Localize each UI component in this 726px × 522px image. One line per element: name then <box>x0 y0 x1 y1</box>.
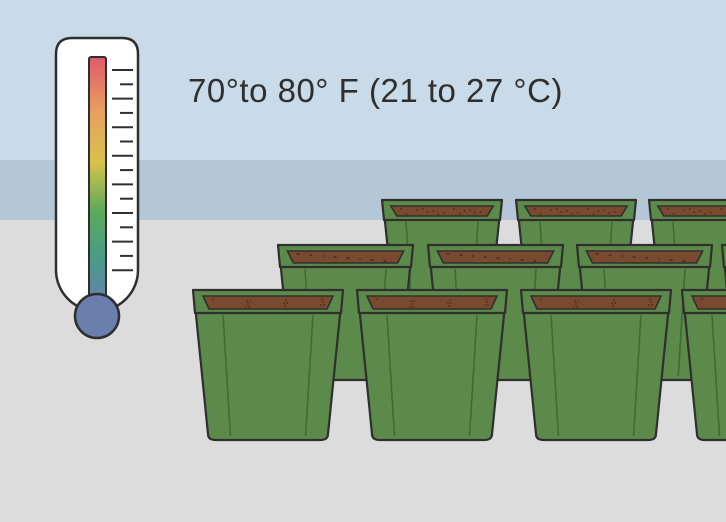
seedling-pot-icon <box>519 288 673 442</box>
thermometer-bulb <box>73 292 121 340</box>
thermometer-icon <box>54 36 140 340</box>
seedling-pot-icon <box>680 288 726 442</box>
seedling-pots <box>191 198 726 442</box>
seedling-pot-icon <box>191 288 345 442</box>
seedling-pot-icon <box>355 288 509 442</box>
thermometer-tube <box>88 56 107 308</box>
temperature-label: 70°to 80° F (21 to 27 °C) <box>188 72 563 109</box>
thermometer-scale <box>112 69 133 272</box>
